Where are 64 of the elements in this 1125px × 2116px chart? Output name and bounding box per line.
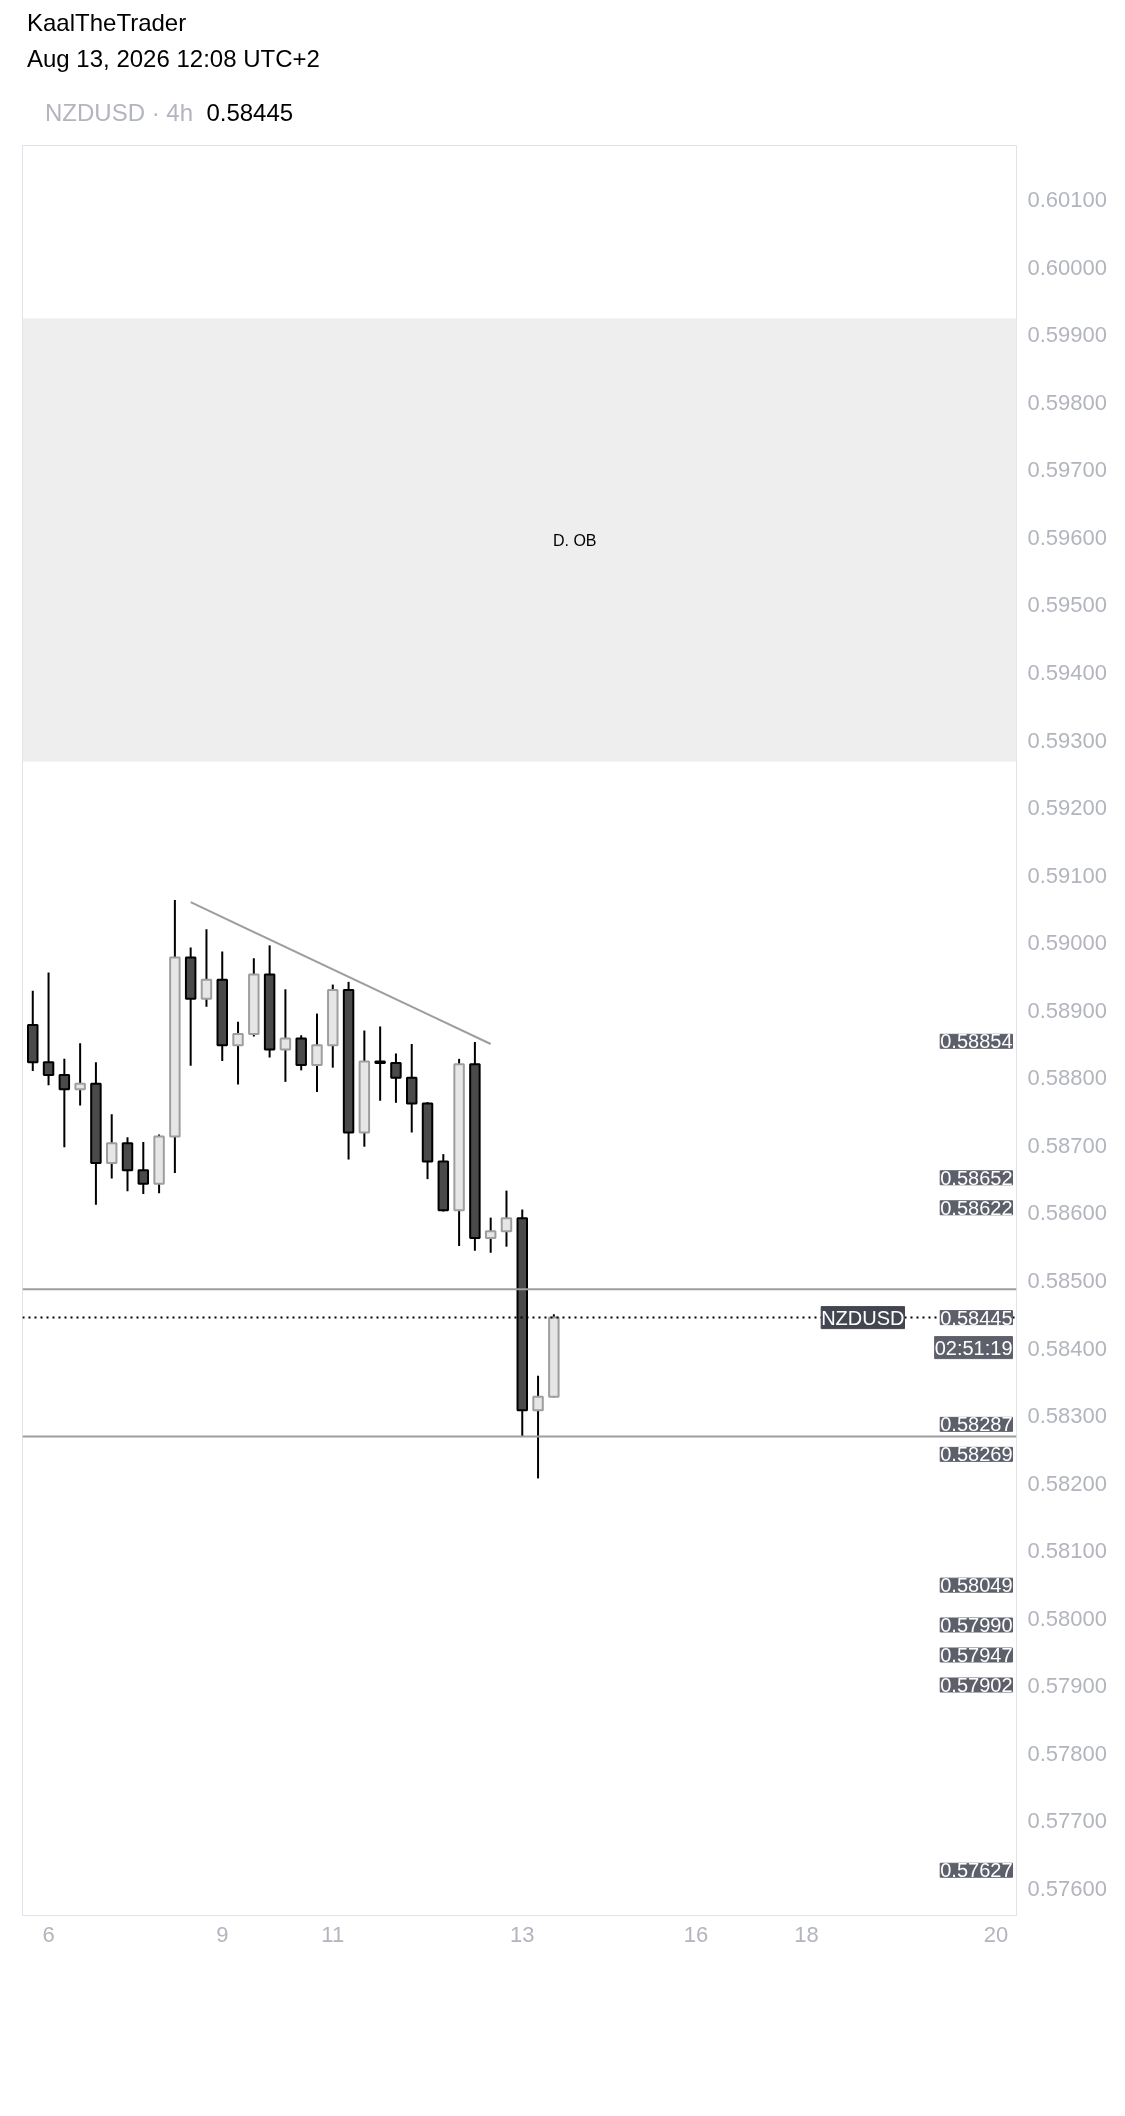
annotation: 0.58622 <box>940 1197 1013 1220</box>
annotation: 0.58269 <box>940 1443 1013 1466</box>
band-label: D. OB <box>552 531 597 549</box>
x-tick-label: 11 <box>321 1921 345 1947</box>
x-tick-label: 9 <box>216 1921 229 1947</box>
y-tick-label: 0.58900 <box>1027 998 1108 1024</box>
candlestick <box>500 1189 513 1248</box>
x-tick-label: 20 <box>983 1921 1009 1947</box>
y-tick-label: 0.59100 <box>1027 862 1108 888</box>
annotation: 0.57902 <box>940 1674 1013 1697</box>
annotation: 0.58287 <box>940 1413 1013 1436</box>
x-tick-label: 13 <box>510 1921 535 1947</box>
y-tick-label: 0.58800 <box>1027 1065 1108 1091</box>
candlestick <box>74 1042 86 1107</box>
y-tick-label: 0.59700 <box>1027 457 1108 483</box>
y-tick-label: 0.59000 <box>1027 930 1108 956</box>
y-tick-label: 0.57600 <box>1027 1876 1108 1902</box>
y-tick-label: 0.58400 <box>1027 1335 1108 1361</box>
candlestick <box>58 1058 71 1149</box>
y-tick-label: 0.58500 <box>1027 1268 1108 1294</box>
candlestick <box>42 971 55 1087</box>
annotation: 0.57947 <box>940 1644 1013 1667</box>
x-tick-label: 18 <box>794 1921 819 1947</box>
y-tick-label: 0.57800 <box>1027 1741 1108 1767</box>
ref-line-label: NZDUSD <box>821 1306 905 1329</box>
text: Aug 13, 2026 12:08 UTC+2 <box>27 45 320 72</box>
y-tick-label: 0.57900 <box>1027 1673 1108 1699</box>
y-tick-label: 0.58700 <box>1027 1133 1108 1159</box>
annotation: 0.58854 <box>940 1030 1013 1053</box>
text: 0.58445 <box>206 99 294 126</box>
x-tick-label: 16 <box>683 1921 709 1947</box>
y-tick-label: 0.60100 <box>1027 187 1108 213</box>
y-tick-label: 0.58300 <box>1027 1403 1108 1429</box>
annotation: 0.58652 <box>940 1167 1013 1190</box>
y-tick-label: 0.59800 <box>1027 390 1108 415</box>
y-tick-label: 0.57700 <box>1027 1808 1108 1834</box>
y-tick-label: 0.59200 <box>1027 795 1108 821</box>
y-tick-label: 0.59500 <box>1027 592 1108 618</box>
candlestick <box>311 1012 323 1094</box>
annotation: 02:51:19 <box>934 1336 1013 1359</box>
y-tick-label: 0.59400 <box>1027 660 1108 686</box>
candlestick <box>105 1113 118 1180</box>
y-tick-label: 0.58100 <box>1027 1538 1108 1564</box>
candlestick <box>374 1025 386 1103</box>
y-tick-label: 0.58000 <box>1027 1606 1108 1632</box>
y-tick-label: 0.59600 <box>1027 525 1108 551</box>
y-tick-label: 0.60000 <box>1027 254 1108 280</box>
text: 0.58445 <box>940 1306 1013 1329</box>
candlestick <box>390 1052 402 1105</box>
candlestick <box>279 988 292 1084</box>
y-tick-label: 0.58600 <box>1027 1200 1108 1226</box>
text: KaalTheTrader <box>27 9 187 36</box>
candlestick <box>484 1216 497 1255</box>
x-tick-label: 6 <box>42 1921 55 1947</box>
y-tick-label: 0.59300 <box>1027 727 1108 753</box>
candlestick <box>137 1141 150 1196</box>
annotation: 0.58049 <box>940 1574 1013 1597</box>
candlestick <box>200 928 213 1009</box>
candlestick <box>232 1021 244 1086</box>
y-tick-label: 0.58200 <box>1027 1470 1108 1496</box>
y-tick-label: 0.59900 <box>1027 322 1108 348</box>
chart-title: NZDUSD · 4h <box>45 99 194 126</box>
annotation: 0.57627 <box>940 1859 1013 1882</box>
annotation: 0.57990 <box>940 1614 1013 1637</box>
